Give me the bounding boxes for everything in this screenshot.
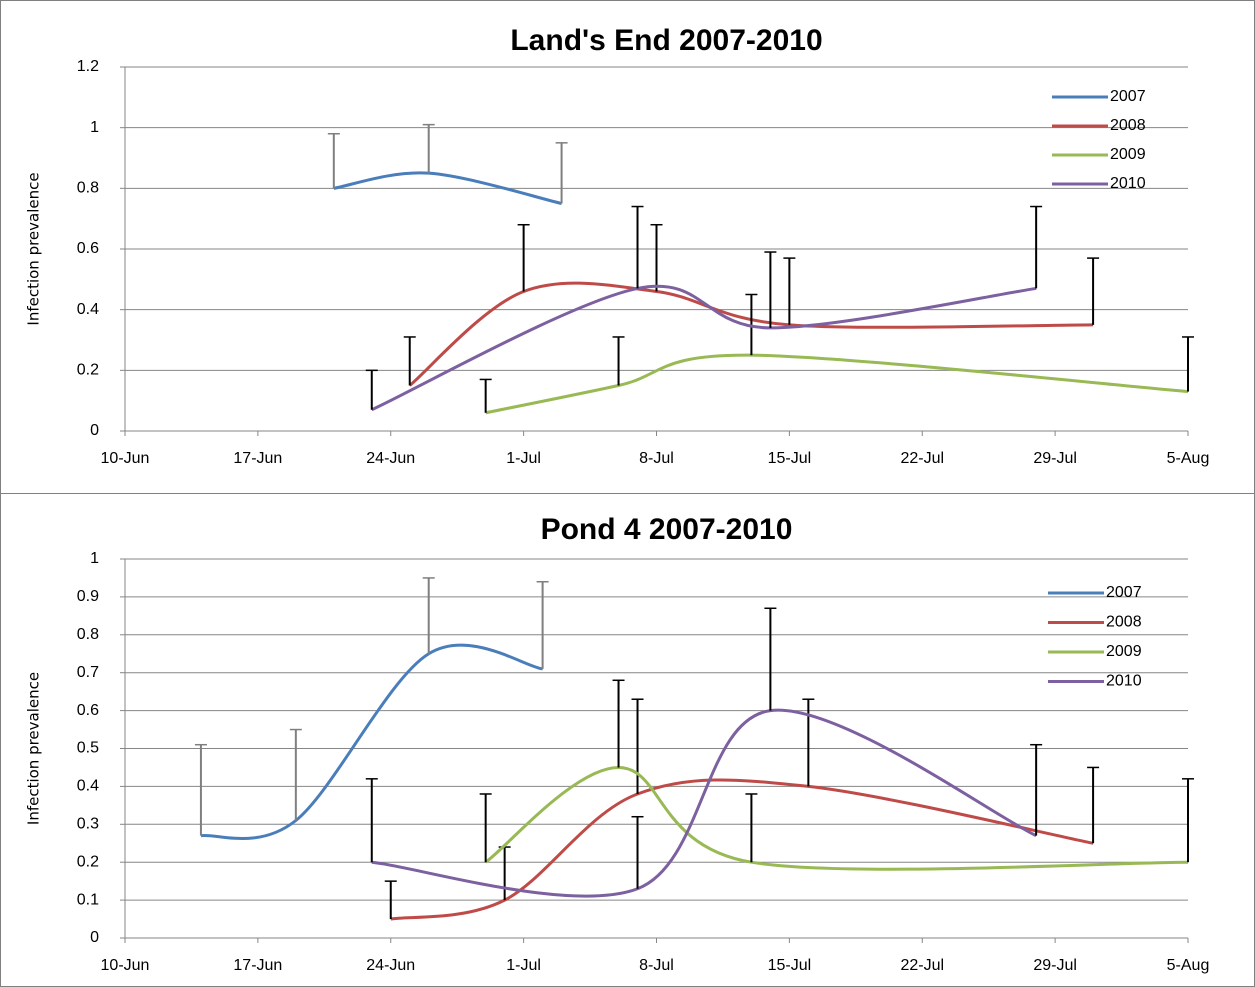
legend-label: 2007 — [1106, 584, 1142, 601]
legend-label: 2008 — [1106, 614, 1142, 631]
x-tick-label: 10-Jun — [101, 450, 150, 467]
series-line — [484, 765, 1189, 871]
x-tick-label: 15-Jul — [768, 450, 812, 467]
series-line — [371, 708, 1037, 898]
y-tick-label: 0.5 — [77, 740, 99, 757]
x-tick-label: 22-Jul — [900, 450, 944, 467]
series-line — [485, 353, 1189, 415]
y-tick-label: 0.1 — [77, 891, 99, 908]
x-tick-label: 8-Jul — [639, 450, 674, 467]
x-tick-label: 17-Jun — [233, 957, 282, 974]
x-tick-label: 24-Jun — [366, 957, 415, 974]
y-tick-label: 0.9 — [77, 588, 99, 605]
y-axis-label: Infection prevalence — [25, 672, 43, 825]
series-line — [408, 281, 1094, 387]
series-line — [390, 778, 1094, 921]
legend-label: 2009 — [1110, 146, 1146, 163]
y-tick-label: 0.6 — [77, 240, 99, 257]
x-tick-label: 22-Jul — [900, 957, 944, 974]
x-tick-label: 15-Jul — [768, 957, 812, 974]
series-line — [200, 643, 543, 841]
legend-label: 2009 — [1106, 643, 1142, 660]
y-tick-label: 0.8 — [77, 626, 99, 643]
y-tick-label: 0.4 — [77, 778, 99, 795]
x-tick-label: 8-Jul — [639, 957, 674, 974]
y-tick-label: 0.7 — [77, 664, 99, 681]
y-tick-label: 0.6 — [77, 702, 99, 719]
y-tick-label: 1 — [90, 119, 99, 136]
series-line — [333, 171, 562, 205]
y-tick-label: 0.3 — [77, 816, 99, 833]
legend-label: 2007 — [1110, 88, 1146, 105]
panel-border — [0, 493, 1255, 987]
x-tick-label: 1-Jul — [506, 450, 541, 467]
y-axis-label: Infection prevalence — [25, 172, 43, 325]
y-tick-label: 0.2 — [77, 362, 99, 379]
x-tick-label: 10-Jun — [101, 957, 150, 974]
y-tick-label: 0.4 — [77, 301, 99, 318]
x-tick-label: 1-Jul — [506, 957, 541, 974]
x-tick-label: 29-Jul — [1033, 957, 1077, 974]
series-line — [371, 284, 1037, 412]
y-tick-label: 1.2 — [77, 58, 99, 75]
x-tick-label: 24-Jun — [366, 450, 415, 467]
x-tick-label: 5-Aug — [1167, 450, 1210, 467]
x-tick-label: 29-Jul — [1033, 450, 1077, 467]
y-tick-label: 0.8 — [77, 180, 99, 197]
x-tick-label: 5-Aug — [1167, 957, 1210, 974]
chart-title: Land's End 2007-2010 — [510, 24, 822, 57]
y-tick-label: 1 — [90, 550, 99, 567]
y-tick-label: 0 — [90, 929, 99, 946]
y-tick-label: 0.2 — [77, 853, 99, 870]
legend-label: 2010 — [1106, 673, 1142, 690]
x-tick-label: 17-Jun — [233, 450, 282, 467]
panel-border — [0, 0, 1255, 494]
legend-label: 2010 — [1110, 175, 1146, 192]
y-tick-label: 0 — [90, 422, 99, 439]
legend-label: 2008 — [1110, 117, 1146, 134]
chart-title: Pond 4 2007-2010 — [541, 513, 793, 546]
